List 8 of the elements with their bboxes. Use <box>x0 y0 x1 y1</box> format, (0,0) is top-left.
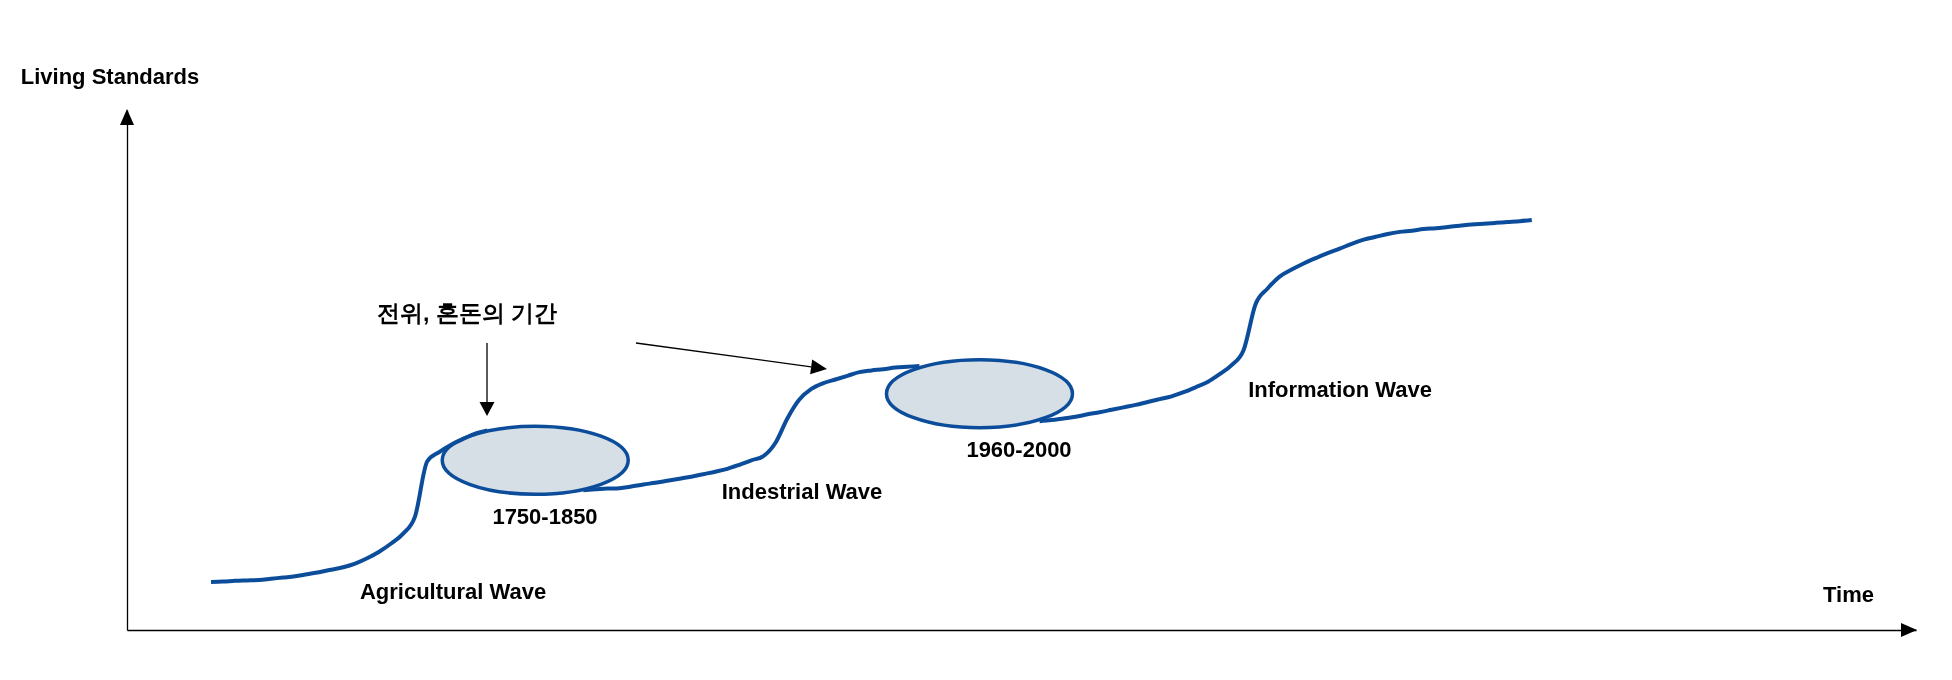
annotation: Indestrial Wave <box>721 479 883 504</box>
annotation: 1750-1850 <box>492 504 598 529</box>
annotation: Information Wave <box>1248 377 1432 402</box>
annotation: 1960-2000 <box>966 437 1072 462</box>
text: Living Standards <box>20 64 200 89</box>
annotation: Agricultural Wave <box>359 579 547 604</box>
annotation: 전위, 혼돈의 기간 <box>376 300 558 326</box>
x-axis-title: Time <box>1823 581 1874 607</box>
